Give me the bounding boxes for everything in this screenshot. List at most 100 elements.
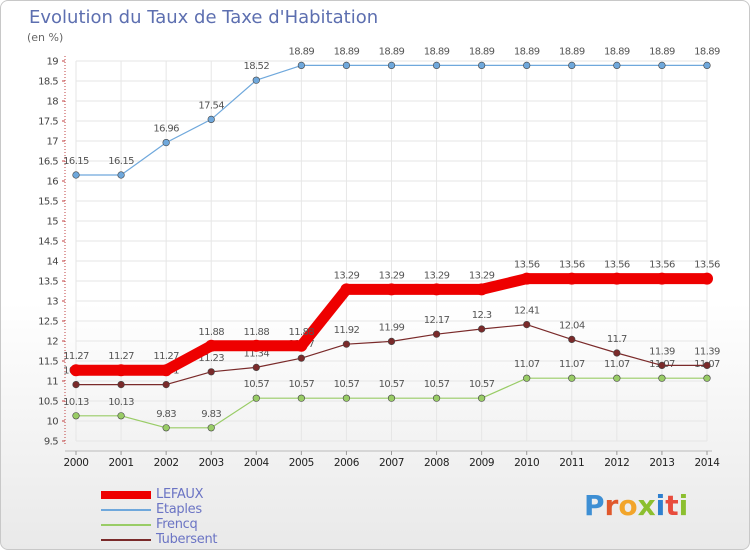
data-label-tubersent: 12.17: [424, 315, 450, 326]
data-point-tubersent: [297, 354, 305, 362]
y-tick-label: 11.5: [38, 357, 58, 368]
y-tick-label: 9.5: [44, 437, 58, 448]
data-point-tubersent: [72, 381, 80, 389]
data-label-lefaux: 13.29: [379, 270, 405, 281]
x-tick-label: 2013: [649, 457, 674, 469]
data-point-etaples: [478, 61, 486, 70]
legend-swatch: [101, 509, 151, 511]
legend-label: LEFAUX: [156, 487, 204, 502]
data-point-lefaux: [475, 283, 488, 296]
data-point-lefaux: [655, 272, 668, 285]
y-tick-label: 19: [46, 57, 58, 68]
y-tick-label: 15.5: [38, 197, 58, 208]
x-tick-label: 2000: [63, 457, 88, 469]
data-point-etaples: [72, 171, 80, 179]
data-label-tubersent: 12.04: [559, 320, 585, 331]
legend-swatch: [101, 524, 151, 526]
data-label-lefaux: 13.56: [604, 260, 630, 271]
data-label-lefaux: 13.56: [514, 260, 540, 271]
data-point-lefaux: [520, 272, 533, 285]
data-label-frencq: 11.07: [559, 359, 585, 370]
data-point-lefaux: [70, 364, 82, 377]
y-tick-label: 15: [46, 217, 58, 228]
x-tick-label: 2006: [334, 457, 360, 469]
x-tick-label: 2002: [154, 457, 179, 469]
data-point-etaples: [703, 61, 711, 70]
y-tick-label: 17: [46, 137, 58, 148]
data-label-tubersent: 11.92: [334, 325, 360, 336]
data-point-tubersent: [117, 381, 125, 389]
data-label-lefaux: 11.27: [153, 351, 179, 362]
data-point-tubersent: [162, 381, 170, 389]
data-point-etaples: [297, 61, 305, 70]
y-tick-label: 10.5: [38, 397, 58, 408]
data-label-frencq: 9.83: [156, 409, 176, 420]
legend-label: Etaples: [156, 502, 202, 517]
legend-label: Frencq: [156, 517, 198, 532]
data-point-lefaux: [295, 339, 308, 352]
chart-subtitle: (en %): [27, 31, 64, 44]
y-tick-label: 11: [46, 377, 58, 388]
data-point-etaples: [117, 171, 125, 179]
data-point-lefaux: [340, 283, 353, 296]
logo-letter: i: [678, 489, 689, 522]
data-point-etaples: [162, 139, 170, 147]
data-point-etaples: [342, 61, 351, 70]
x-tick-label: 2010: [514, 457, 539, 469]
data-label-frencq: 10.57: [334, 379, 360, 390]
data-label-etaples: 17.54: [198, 100, 224, 111]
y-tick-label: 18: [46, 97, 58, 108]
data-label-lefaux: 13.29: [424, 270, 450, 281]
data-label-lefaux: 11.88: [198, 327, 224, 338]
data-point-frencq: [387, 394, 396, 402]
data-label-etaples: 16.96: [153, 124, 179, 135]
data-point-lefaux: [115, 364, 128, 377]
data-label-frencq: 10.13: [63, 397, 89, 408]
data-point-frencq: [207, 424, 215, 432]
data-label-etaples: 18.89: [289, 46, 315, 57]
data-label-tubersent: 12.3: [472, 310, 492, 321]
data-point-tubersent: [703, 361, 711, 370]
y-tick-label: 18.5: [38, 77, 58, 88]
data-point-tubersent: [252, 363, 260, 372]
data-label-frencq: 10.57: [289, 379, 315, 390]
data-point-etaples: [613, 61, 621, 70]
data-label-tubersent: 11.7: [607, 334, 627, 345]
data-point-frencq: [72, 412, 80, 420]
data-label-etaples: 18.89: [514, 46, 540, 57]
y-tick-label: 14: [46, 257, 58, 268]
data-point-etaples: [207, 115, 215, 123]
data-label-frencq: 10.57: [243, 379, 269, 390]
x-tick-label: 2001: [109, 457, 134, 469]
data-label-lefaux: 13.56: [694, 260, 720, 271]
data-point-frencq: [342, 394, 351, 402]
data-point-etaples: [568, 61, 576, 70]
data-point-tubersent: [523, 321, 531, 329]
y-tick-label: 12: [46, 337, 58, 348]
data-label-lefaux: 13.56: [559, 260, 585, 271]
data-point-etaples: [252, 76, 260, 84]
data-label-lefaux: 13.29: [334, 270, 360, 281]
logo-letter: r: [604, 489, 619, 522]
data-point-lefaux: [565, 272, 578, 285]
logo-letter: x: [637, 489, 656, 522]
data-point-lefaux: [610, 272, 623, 285]
data-point-frencq: [568, 374, 576, 382]
data-label-tubersent: 11.39: [649, 346, 675, 357]
x-tick-label: 2009: [469, 457, 494, 469]
data-label-lefaux: 11.88: [289, 327, 315, 338]
data-label-etaples: 18.89: [424, 46, 450, 57]
y-tick-label: 16: [46, 177, 58, 188]
data-label-tubersent: 11.34: [243, 348, 269, 359]
legend-label: Tubersent: [156, 532, 218, 547]
data-point-frencq: [117, 412, 125, 420]
logo-letter: t: [665, 489, 679, 522]
chart-title: Evolution du Taux de Taxe d'Habitation: [29, 7, 379, 28]
data-label-frencq: 10.57: [379, 379, 405, 390]
proxiti-logo: Proxiti: [584, 489, 688, 522]
y-tick-label: 10: [46, 417, 58, 428]
x-tick-label: 2008: [424, 457, 449, 469]
data-point-tubersent: [568, 335, 576, 344]
data-label-frencq: 10.57: [469, 379, 495, 390]
